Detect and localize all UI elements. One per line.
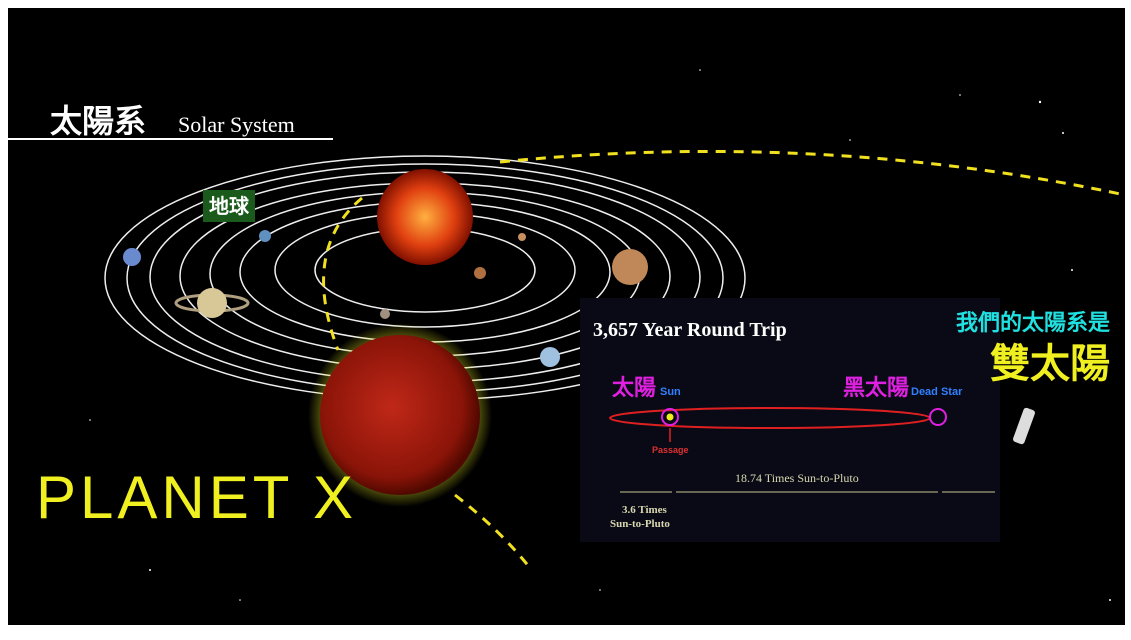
sun-dot xyxy=(667,414,674,421)
passage-label: Passage xyxy=(652,445,689,455)
inset-title: 3,657 Year Round Trip xyxy=(593,319,787,341)
distance-long: 18.74 Times Sun-to-Pluto xyxy=(735,471,859,485)
dead-star-cn: 黑太陽 xyxy=(843,376,909,401)
title-en: Solar System xyxy=(178,112,295,137)
distance-short-2: Sun-to-Pluto xyxy=(610,518,670,530)
dead-star-en: Dead Star xyxy=(911,386,963,398)
sun-cn: 太陽 xyxy=(612,376,656,401)
heading-line1: 我們的太陽系是 xyxy=(956,310,1110,336)
page: 太陽系 Solar System 地球 PLANET X 3,657 Year … xyxy=(0,0,1131,640)
sun xyxy=(377,169,473,265)
sun-en: Sun xyxy=(660,386,681,398)
earth-label: 地球 xyxy=(209,194,250,218)
distance-short-1: 3.6 Times xyxy=(622,504,668,516)
planet-x-label: PLANET X xyxy=(36,464,357,531)
heading-line2: 雙太陽 xyxy=(990,341,1110,387)
screenshot: 太陽系 Solar System 地球 PLANET X 3,657 Year … xyxy=(0,0,1131,640)
title-cn: 太陽系 xyxy=(50,102,146,140)
